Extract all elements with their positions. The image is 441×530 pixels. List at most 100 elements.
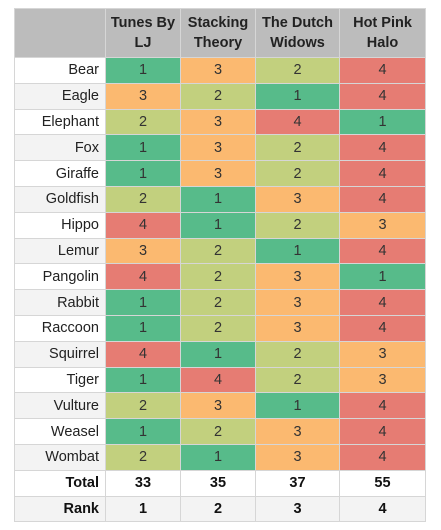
score-cell[interactable]: 4 xyxy=(339,134,426,162)
column-header-team-4[interactable]: Hot Pink Halo xyxy=(339,8,426,58)
score-cell[interactable]: 2 xyxy=(255,211,340,239)
score-cell[interactable]: 4 xyxy=(339,82,426,110)
score-cell[interactable]: 1 xyxy=(180,211,256,239)
rank-cell[interactable]: 1 xyxy=(105,495,181,523)
score-cell[interactable]: 1 xyxy=(255,392,340,420)
score-cell[interactable]: 2 xyxy=(105,392,181,420)
row-label-animal[interactable]: Vulture xyxy=(14,392,106,420)
score-cell[interactable]: 3 xyxy=(255,289,340,316)
score-cell[interactable]: 2 xyxy=(255,366,340,394)
score-cell[interactable]: 2 xyxy=(180,82,256,110)
row-label-animal[interactable]: Squirrel xyxy=(14,340,106,368)
score-cell[interactable]: 4 xyxy=(339,443,426,471)
score-cell[interactable]: 2 xyxy=(255,57,340,84)
rank-cell[interactable]: 2 xyxy=(180,495,256,523)
row-label-animal[interactable]: Goldfish xyxy=(14,185,106,213)
score-cell[interactable]: 3 xyxy=(180,57,256,84)
rank-cell[interactable]: 4 xyxy=(339,495,426,523)
score-cell[interactable]: 2 xyxy=(180,237,256,265)
score-cell[interactable]: 2 xyxy=(105,185,181,213)
score-cell[interactable]: 3 xyxy=(339,366,426,394)
score-cell[interactable]: 2 xyxy=(255,340,340,368)
score-cell[interactable]: 3 xyxy=(180,392,256,420)
score-cell[interactable]: 2 xyxy=(180,263,256,291)
score-cell[interactable]: 4 xyxy=(339,418,426,445)
score-cell[interactable]: 4 xyxy=(339,160,426,187)
score-cell[interactable]: 3 xyxy=(339,211,426,239)
score-cell[interactable]: 1 xyxy=(180,443,256,471)
score-cell[interactable]: 1 xyxy=(255,237,340,265)
score-cell[interactable]: 3 xyxy=(339,340,426,368)
row-label-animal[interactable]: Raccoon xyxy=(14,314,106,342)
row-label-animal[interactable]: Wombat xyxy=(14,443,106,471)
score-cell[interactable]: 3 xyxy=(180,160,256,187)
total-cell[interactable]: 33 xyxy=(105,469,181,497)
row-label-animal[interactable]: Fox xyxy=(14,134,106,162)
score-cell[interactable]: 4 xyxy=(339,314,426,342)
score-cell[interactable]: 2 xyxy=(255,160,340,187)
score-cell[interactable]: 3 xyxy=(105,82,181,110)
row-label-animal[interactable]: Elephant xyxy=(14,108,106,136)
score-cell[interactable]: 1 xyxy=(180,185,256,213)
score-cell[interactable]: 4 xyxy=(105,340,181,368)
score-cell[interactable]: 3 xyxy=(255,185,340,213)
score-cell[interactable]: 1 xyxy=(105,418,181,445)
row-label-animal[interactable]: Pangolin xyxy=(14,263,106,291)
score-cell[interactable]: 4 xyxy=(339,185,426,213)
total-cell[interactable]: 37 xyxy=(255,469,340,497)
score-cell[interactable]: 1 xyxy=(105,134,181,162)
score-cell[interactable]: 2 xyxy=(180,314,256,342)
row-label-animal[interactable]: Weasel xyxy=(14,418,106,445)
rank-label[interactable]: Rank xyxy=(14,495,106,523)
column-header-team-2[interactable]: Stacking Theory xyxy=(180,8,256,58)
total-label[interactable]: Total xyxy=(14,469,106,497)
table-row: Wombat 2 1 3 4 xyxy=(14,443,426,471)
score-cell[interactable]: 4 xyxy=(105,211,181,239)
score-cell[interactable]: 3 xyxy=(255,418,340,445)
score-cell[interactable]: 4 xyxy=(255,108,340,136)
row-label-animal[interactable]: Eagle xyxy=(14,82,106,110)
row-label-animal[interactable]: Lemur xyxy=(14,237,106,265)
score-cell[interactable]: 4 xyxy=(105,263,181,291)
score-cell[interactable]: 3 xyxy=(255,314,340,342)
row-label-animal[interactable]: Hippo xyxy=(14,211,106,239)
score-cell[interactable]: 1 xyxy=(105,160,181,187)
table-row: Giraffe 1 3 2 4 xyxy=(14,160,426,187)
score-cell[interactable]: 3 xyxy=(255,443,340,471)
score-table-container: Tunes By LJ Stacking Theory The Dutch Wi… xyxy=(14,8,426,523)
score-cell[interactable]: 2 xyxy=(255,134,340,162)
score-cell[interactable]: 1 xyxy=(105,366,181,394)
score-cell[interactable]: 1 xyxy=(105,289,181,316)
score-cell[interactable]: 1 xyxy=(339,108,426,136)
score-cell[interactable]: 4 xyxy=(339,57,426,84)
total-cell[interactable]: 55 xyxy=(339,469,426,497)
score-cell[interactable]: 4 xyxy=(339,392,426,420)
row-label-animal[interactable]: Rabbit xyxy=(14,289,106,316)
row-label-animal[interactable]: Tiger xyxy=(14,366,106,394)
score-cell[interactable]: 4 xyxy=(339,237,426,265)
score-cell[interactable]: 3 xyxy=(180,134,256,162)
score-cell[interactable]: 1 xyxy=(339,263,426,291)
column-header-team-1[interactable]: Tunes By LJ xyxy=(105,8,181,58)
score-cell[interactable]: 2 xyxy=(180,289,256,316)
row-label-animal[interactable]: Bear xyxy=(14,57,106,84)
score-cell[interactable]: 2 xyxy=(180,418,256,445)
total-cell[interactable]: 35 xyxy=(180,469,256,497)
row-label-animal[interactable]: Giraffe xyxy=(14,160,106,187)
score-cell[interactable]: 4 xyxy=(339,289,426,316)
score-cell[interactable]: 2 xyxy=(105,108,181,136)
score-cell[interactable]: 3 xyxy=(105,237,181,265)
table-row: Fox 1 3 2 4 xyxy=(14,134,426,162)
score-cell[interactable]: 1 xyxy=(180,340,256,368)
rank-row: Rank 1 2 3 4 xyxy=(14,495,426,523)
column-header-team-3[interactable]: The Dutch Widows xyxy=(255,8,340,58)
score-cell[interactable]: 1 xyxy=(105,57,181,84)
score-cell[interactable]: 1 xyxy=(105,314,181,342)
score-cell[interactable]: 3 xyxy=(255,263,340,291)
score-cell[interactable]: 1 xyxy=(255,82,340,110)
score-cell[interactable]: 4 xyxy=(180,366,256,394)
rank-cell[interactable]: 3 xyxy=(255,495,340,523)
table-row: Pangolin 4 2 3 1 xyxy=(14,263,426,291)
score-cell[interactable]: 2 xyxy=(105,443,181,471)
score-cell[interactable]: 3 xyxy=(180,108,256,136)
